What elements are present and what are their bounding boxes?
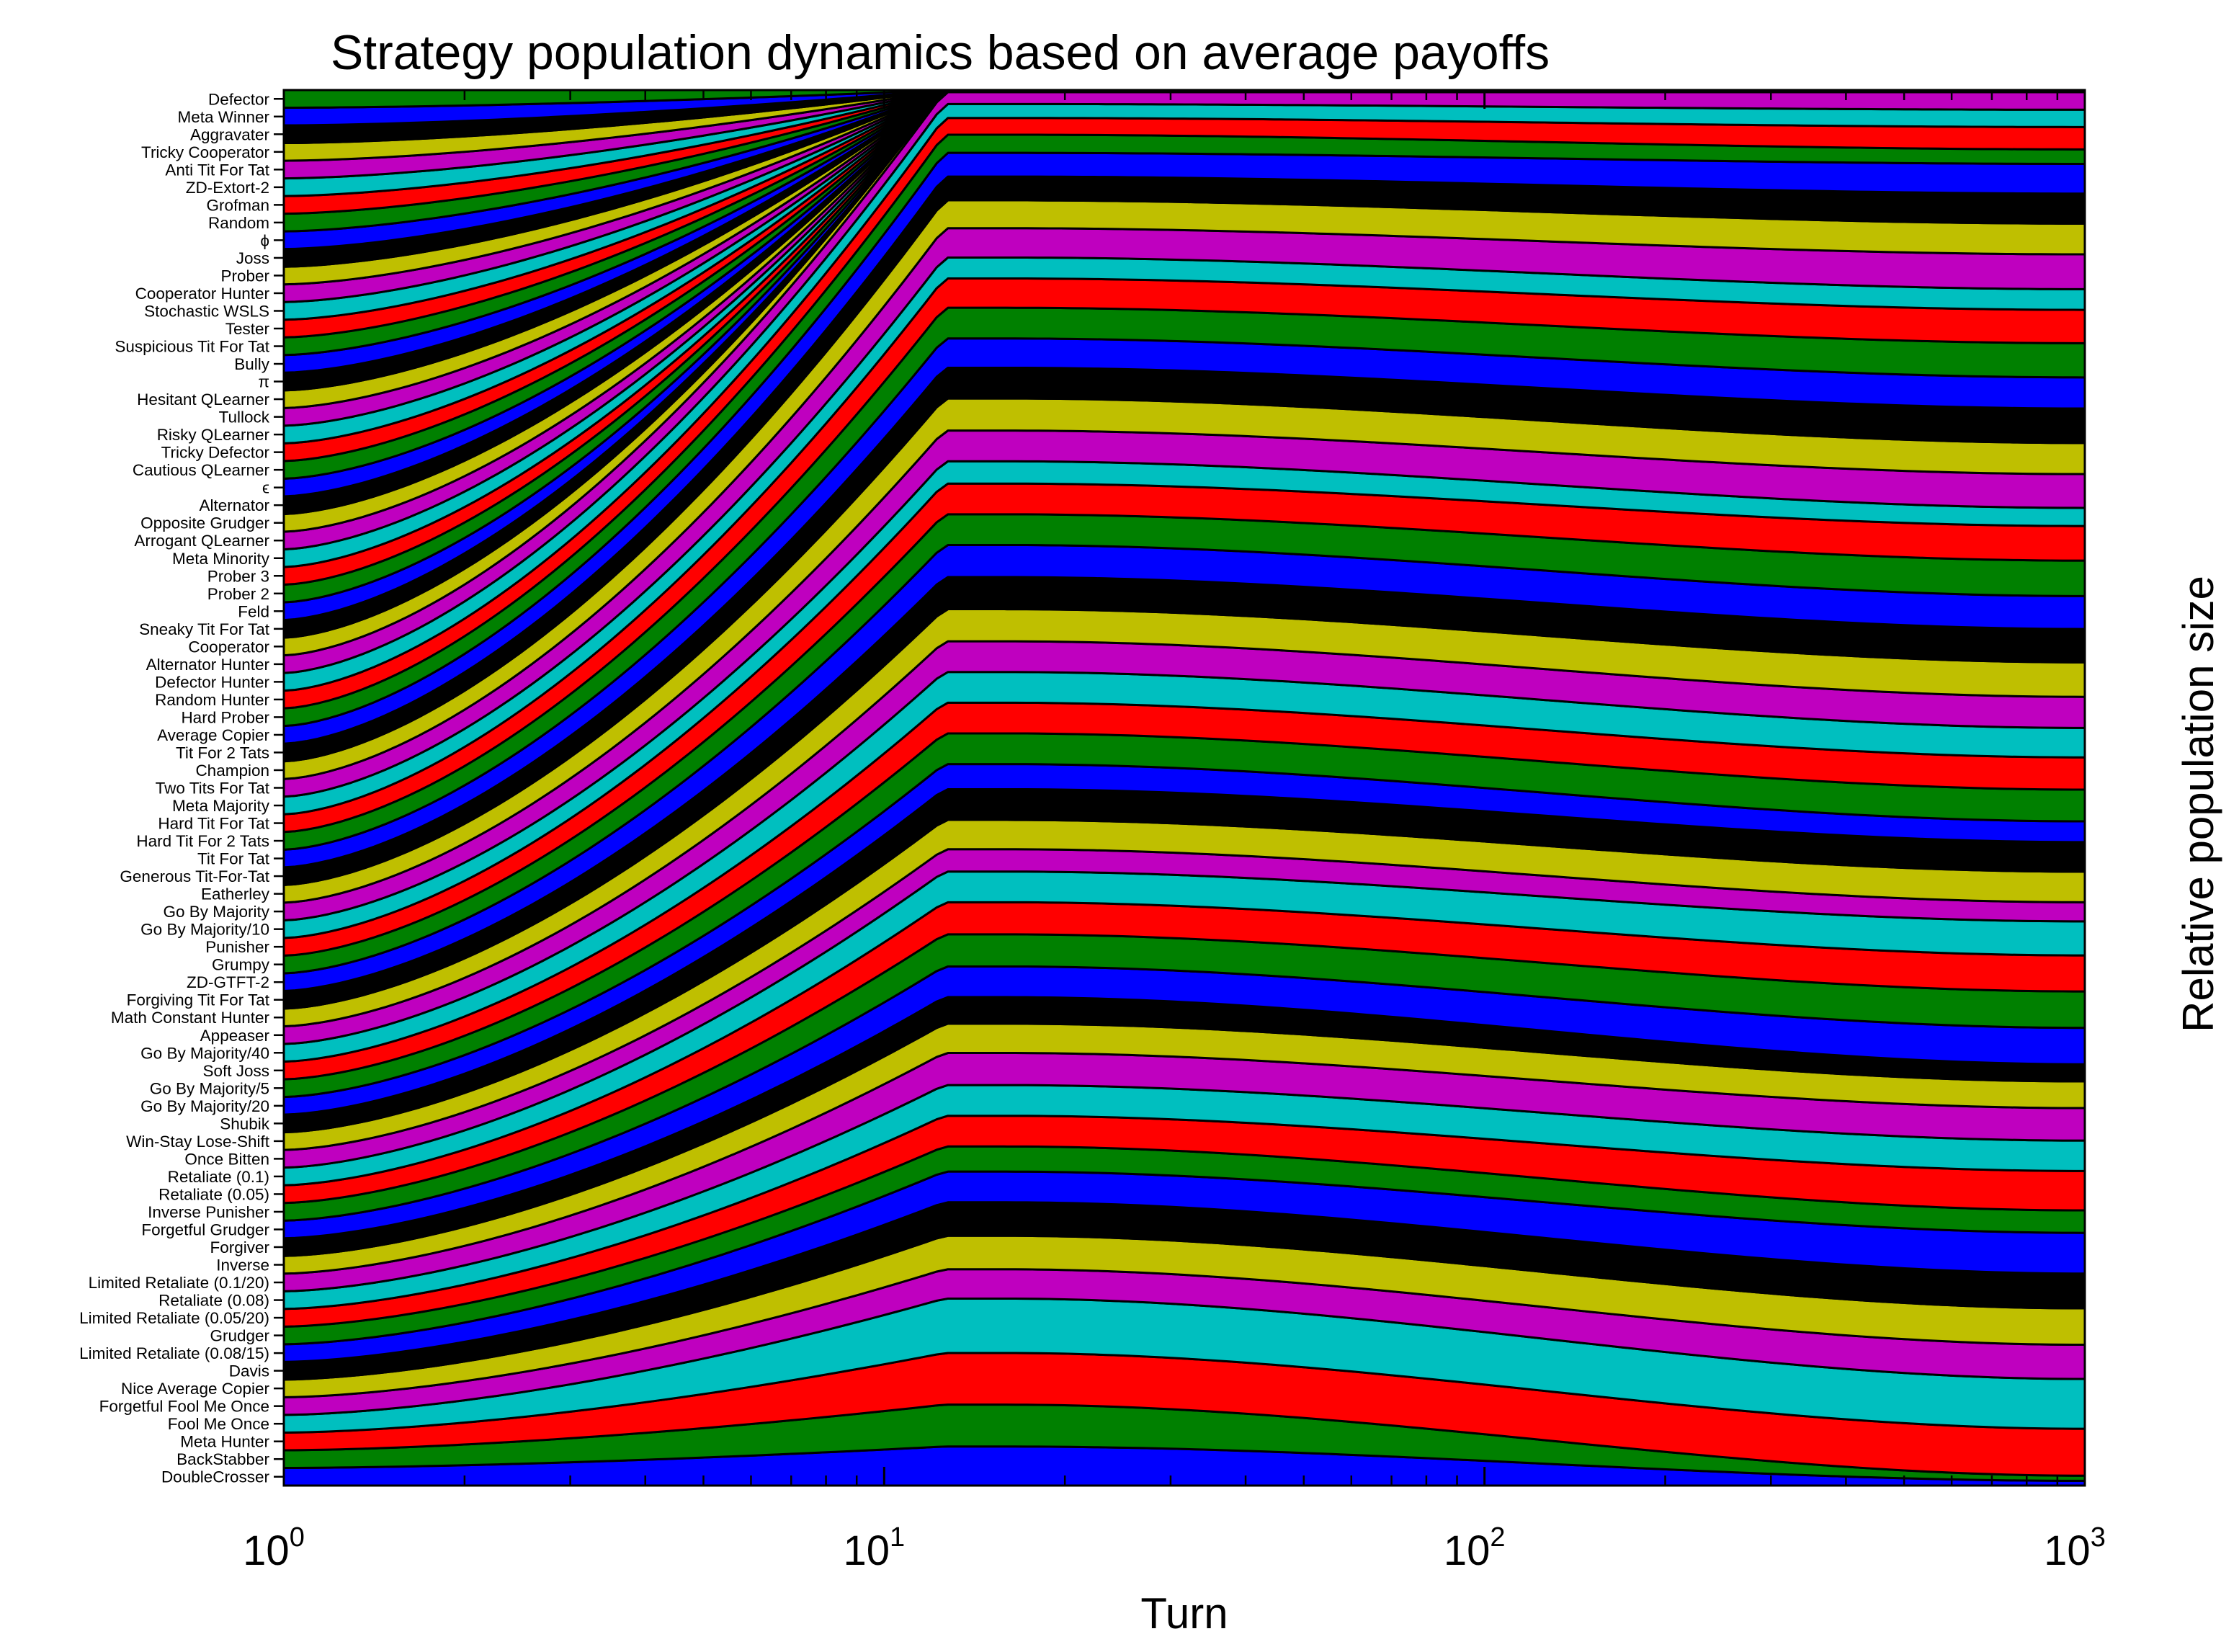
strategy-label: Defector Hunter bbox=[155, 673, 269, 691]
strategy-label: Eatherley bbox=[201, 885, 270, 903]
strategy-label: Forgiving Tit For Tat bbox=[127, 991, 270, 1009]
x-tick-label: 101 bbox=[844, 1522, 906, 1574]
strategy-label: Meta Hunter bbox=[180, 1433, 269, 1451]
strategy-label: Meta Minority bbox=[172, 550, 270, 568]
strategy-label: Hard Tit For Tat bbox=[158, 815, 269, 833]
strategy-label: DoubleCrosser bbox=[161, 1468, 270, 1486]
strategy-label: Risky QLearner bbox=[157, 426, 270, 444]
strategy-label: Meta Majority bbox=[172, 797, 270, 815]
strategy-label: Limited Retaliate (0.08/15) bbox=[79, 1344, 269, 1362]
strategy-label: Cooperator Hunter bbox=[135, 285, 270, 303]
strategy-label: Bully bbox=[234, 355, 270, 373]
strategy-label: Arrogant QLearner bbox=[134, 532, 269, 550]
strategy-label: Grumpy bbox=[212, 956, 270, 974]
strategy-label: Go By Majority/10 bbox=[140, 921, 269, 939]
strategy-label: Random Hunter bbox=[155, 691, 269, 709]
strategy-label: Soft Joss bbox=[202, 1062, 269, 1080]
strategy-label: Limited Retaliate (0.1/20) bbox=[89, 1274, 269, 1292]
strategy-label: Hesitant QLearner bbox=[137, 390, 269, 408]
strategy-label: Hard Prober bbox=[181, 708, 269, 726]
strategy-label: Aggravater bbox=[190, 125, 270, 143]
y-axis-label: Relative population size bbox=[2174, 576, 2222, 1032]
strategy-label: Cooperator bbox=[188, 638, 269, 656]
strategy-label: Feld bbox=[238, 602, 269, 620]
strategy-label: Retaliate (0.1) bbox=[168, 1168, 269, 1186]
strategy-label: Meta Winner bbox=[177, 108, 269, 126]
strategy-label: Nice Average Copier bbox=[121, 1380, 269, 1398]
strategy-label: Stochastic WSLS bbox=[144, 302, 269, 320]
strategy-label: Fool Me Once bbox=[168, 1415, 269, 1433]
stacked-area-plot bbox=[282, 89, 2086, 1487]
strategy-label: Retaliate (0.05) bbox=[158, 1185, 269, 1203]
strategy-label: Davis bbox=[229, 1362, 269, 1380]
x-tick-label: 103 bbox=[2044, 1522, 2106, 1574]
strategy-label: Go By Majority/5 bbox=[150, 1079, 269, 1097]
strategy-label: Joss bbox=[236, 249, 269, 267]
strategy-label: Forgetful Fool Me Once bbox=[99, 1398, 269, 1416]
strategy-label: Alternator bbox=[199, 496, 269, 514]
strategy-label: Alternator Hunter bbox=[146, 656, 270, 674]
strategy-label: Generous Tit-For-Tat bbox=[120, 867, 269, 885]
strategy-label: Tit For Tat bbox=[197, 850, 270, 868]
strategy-label: Grudger bbox=[210, 1327, 269, 1345]
strategy-label: Tricky Defector bbox=[161, 444, 270, 462]
strategy-label: π bbox=[258, 373, 269, 391]
strategy-label: Inverse Punisher bbox=[148, 1203, 269, 1221]
strategy-label: Shubik bbox=[220, 1115, 270, 1133]
strategy-label: Suspicious Tit For Tat bbox=[115, 338, 269, 356]
strategy-label: Prober 2 bbox=[207, 585, 269, 603]
strategy-label: Grofman bbox=[206, 196, 269, 214]
strategy-label: Two Tits For Tat bbox=[156, 780, 270, 798]
strategy-label: Random bbox=[208, 214, 269, 232]
strategy-label: Sneaky Tit For Tat bbox=[139, 620, 270, 638]
strategy-label: Go By Majority/20 bbox=[140, 1097, 269, 1115]
strategy-label: Math Constant Hunter bbox=[111, 1009, 270, 1027]
strategy-label: ϕ bbox=[260, 231, 269, 249]
strategy-label: Once Bitten bbox=[184, 1150, 269, 1168]
strategy-label: Punisher bbox=[205, 938, 269, 956]
strategy-label: BackStabber bbox=[176, 1450, 269, 1468]
x-tick-label: 100 bbox=[243, 1522, 305, 1574]
strategy-label: Average Copier bbox=[157, 726, 269, 744]
strategy-label: Forgiver bbox=[210, 1238, 269, 1256]
strategy-label: Win-Stay Lose-Shift bbox=[126, 1133, 270, 1151]
strategy-label: ZD-GTFT-2 bbox=[187, 973, 269, 991]
strategy-label: Retaliate (0.08) bbox=[158, 1292, 269, 1310]
strategy-label: Tit For 2 Tats bbox=[176, 744, 269, 762]
strategy-label: ϵ bbox=[262, 479, 269, 497]
strategy-label: Inverse bbox=[216, 1256, 269, 1274]
strategy-label: Tester bbox=[225, 320, 270, 338]
strategy-label: Appeaser bbox=[200, 1027, 270, 1045]
strategy-label: Prober 3 bbox=[207, 567, 269, 585]
strategy-label: Go By Majority bbox=[163, 903, 269, 921]
strategy-label: Defector bbox=[208, 90, 270, 108]
x-tick-label: 102 bbox=[1444, 1522, 1506, 1574]
strategy-label: Hard Tit For 2 Tats bbox=[136, 832, 269, 850]
x-axis-label: Turn bbox=[1140, 1589, 1228, 1638]
strategy-label: Forgetful Grudger bbox=[141, 1220, 269, 1238]
strategy-label: Tullock bbox=[219, 408, 270, 427]
strategy-label: Opposite Grudger bbox=[140, 514, 269, 532]
strategy-label: Limited Retaliate (0.05/20) bbox=[79, 1309, 269, 1327]
x-axis: 100 101 102 103 bbox=[243, 90, 2106, 1574]
strategy-label: Prober bbox=[220, 267, 269, 285]
strategy-label: ZD-Extort-2 bbox=[186, 179, 269, 197]
strategy-label: Go By Majority/40 bbox=[140, 1044, 269, 1062]
chart-title: Strategy population dynamics based on av… bbox=[331, 25, 1550, 80]
strategy-label: Cautious QLearner bbox=[133, 461, 270, 479]
strategy-label: Champion bbox=[195, 762, 269, 780]
strategy-label: Tricky Cooperator bbox=[141, 143, 269, 161]
strategy-label: Anti Tit For Tat bbox=[165, 161, 269, 179]
